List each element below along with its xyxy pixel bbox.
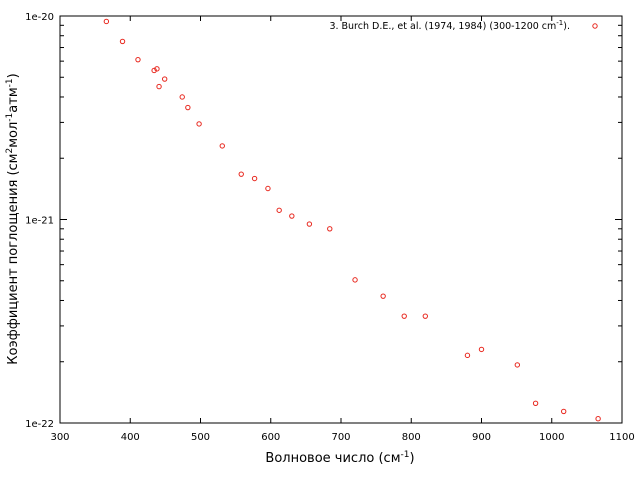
data-point [401, 313, 407, 319]
x-tick-label: 1000 [539, 432, 564, 443]
data-point [196, 121, 202, 127]
y-axis: 1e-20 1e-21 1e-22 [25, 12, 622, 430]
x-axis-title: Волновое число (см-1) [265, 450, 414, 466]
data-point [179, 94, 185, 100]
data-point [135, 56, 141, 63]
data-point [151, 67, 157, 74]
data-point [380, 293, 386, 299]
x-tick-label: 400 [121, 432, 140, 443]
data-points [103, 18, 601, 422]
data-point [514, 362, 521, 368]
data-point [595, 415, 601, 422]
legend-marker [592, 23, 598, 29]
x-tick-label: 300 [50, 432, 69, 443]
data-point [251, 175, 258, 182]
data-point [219, 143, 225, 149]
data-point [464, 352, 471, 359]
data-point [560, 408, 567, 415]
data-point [156, 83, 162, 90]
x-axis: 300 400 500 600 700 800 900 1000 1100 [50, 16, 635, 443]
y-tick-label: 1e-21 [25, 216, 54, 227]
data-point [289, 213, 295, 219]
data-point [276, 207, 282, 213]
data-point [306, 221, 313, 227]
data-point [161, 76, 168, 82]
data-point [352, 277, 358, 283]
x-tick-label: 700 [331, 432, 350, 443]
data-point [422, 313, 428, 319]
x-tick-label: 900 [472, 432, 491, 443]
data-point [265, 185, 271, 192]
data-point [327, 226, 333, 232]
plot-frame [59, 15, 623, 424]
legend-label: 3. Burch D.E., et al. (1974, 1984) (300-… [329, 19, 570, 32]
data-point [103, 18, 110, 25]
data-point [119, 38, 126, 45]
data-point [532, 400, 539, 406]
x-tick-label: 1100 [609, 432, 634, 443]
y-tick-label: 1e-20 [25, 12, 54, 23]
y-axis-title: Коэффициент поглощения (см2мол-1атм-1) [5, 73, 21, 364]
x-tick-label: 800 [402, 432, 421, 443]
y-tick-label: 1e-22 [25, 419, 54, 430]
data-point [154, 66, 160, 72]
data-point [185, 104, 191, 111]
x-tick-label: 600 [261, 432, 280, 443]
x-tick-label: 500 [191, 432, 210, 443]
data-point [478, 346, 485, 353]
data-point [238, 171, 244, 177]
